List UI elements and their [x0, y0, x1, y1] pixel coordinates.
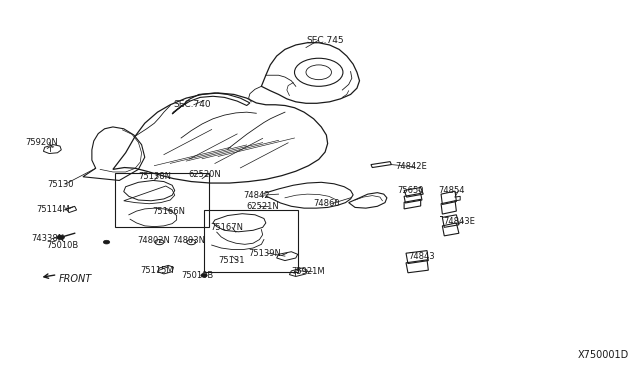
Circle shape: [103, 240, 109, 244]
Text: 74854: 74854: [438, 186, 465, 195]
Text: 75010B: 75010B: [182, 271, 214, 280]
Circle shape: [57, 235, 65, 240]
Text: 74843: 74843: [408, 252, 435, 262]
Circle shape: [201, 273, 207, 277]
Text: 74803N: 74803N: [172, 236, 205, 245]
Text: X750001D: X750001D: [578, 350, 629, 359]
Text: FRONT: FRONT: [59, 274, 92, 284]
Text: 75138N: 75138N: [138, 171, 172, 180]
Text: 74338N: 74338N: [31, 234, 65, 243]
Text: 75115M: 75115M: [140, 266, 174, 275]
Text: 74842: 74842: [244, 191, 270, 200]
Text: 75114M: 75114M: [36, 205, 70, 215]
Text: 75010B: 75010B: [46, 241, 78, 250]
Text: 74860: 74860: [314, 199, 340, 208]
Text: 75130: 75130: [47, 180, 74, 189]
Text: SEC.740: SEC.740: [173, 100, 211, 109]
Text: 75167N: 75167N: [211, 223, 243, 232]
Text: SEC.745: SEC.745: [306, 36, 344, 45]
Text: 75920N: 75920N: [26, 138, 58, 147]
Text: 75921M: 75921M: [291, 267, 325, 276]
Text: 74843E: 74843E: [443, 217, 475, 225]
Text: 74802N: 74802N: [137, 236, 170, 245]
Text: 75650: 75650: [397, 186, 424, 195]
Text: 62520N: 62520N: [188, 170, 221, 179]
Text: 75131: 75131: [218, 256, 244, 265]
Text: 62521N: 62521N: [246, 202, 280, 211]
Text: 74842E: 74842E: [395, 162, 427, 171]
Text: 75139N: 75139N: [248, 249, 282, 258]
Text: 75166N: 75166N: [152, 206, 186, 216]
